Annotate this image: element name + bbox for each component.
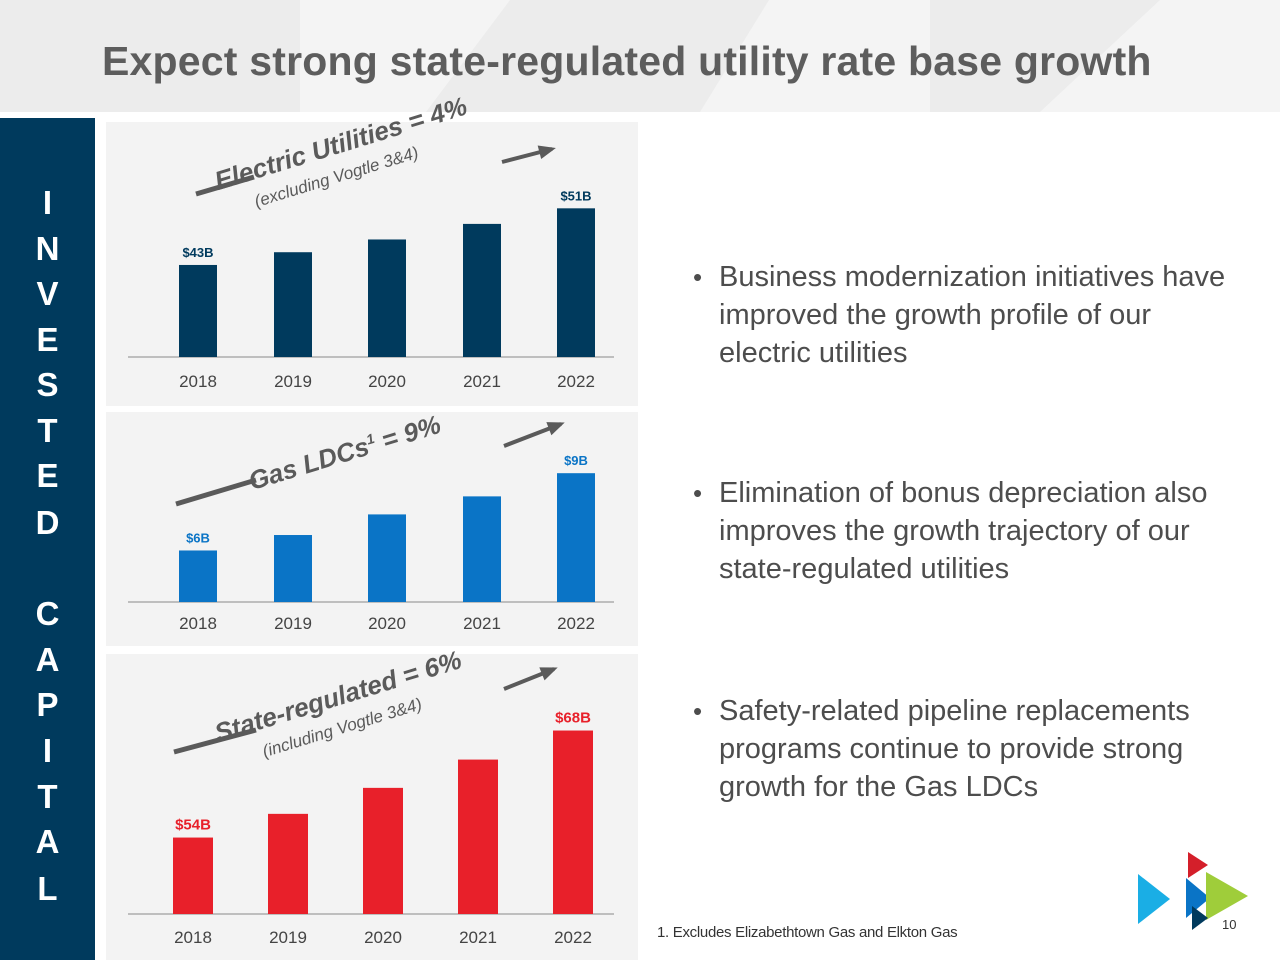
x-tick-label: 2019 (274, 614, 312, 633)
bar-2020 (368, 239, 406, 357)
data-label: $43B (182, 245, 213, 260)
sidebar-letter: A (35, 641, 60, 678)
bar-2020 (368, 514, 406, 602)
data-label: $51B (560, 188, 591, 203)
sidebar-letter: E (36, 321, 59, 358)
trend-line (175, 477, 257, 507)
bullet-text: Safety-related pipeline replacements pro… (719, 695, 1190, 803)
sidebar-letter: T (37, 778, 58, 815)
bar-2019 (274, 252, 312, 357)
sidebar-letter: V (36, 275, 59, 312)
bar-2022 (557, 473, 595, 602)
state-regulated-chart: 2018 $54B 2019 2020 2021 2022 $68B State-regul… (106, 644, 638, 960)
sidebar-letter: T (37, 412, 58, 449)
bar-2018 (173, 837, 213, 914)
x-tick-label: 2020 (368, 614, 406, 633)
x-tick-label: 2018 (179, 372, 217, 391)
bar-2022 (553, 730, 593, 914)
x-tick-label: 2021 (459, 928, 497, 947)
bar-2021 (463, 496, 501, 602)
x-tick-label: 2021 (463, 372, 501, 391)
bar-2019 (268, 813, 308, 914)
x-tick-label: 2018 (179, 614, 217, 633)
x-tick-label: 2019 (269, 928, 307, 947)
sidebar-letter: L (37, 870, 58, 907)
bar-2018 (179, 264, 217, 357)
bar-2022 (557, 208, 595, 357)
trend-arrowhead (546, 422, 565, 436)
page-title: Expect strong state-regulated utility ra… (102, 38, 1152, 84)
electric-chart-svg: 2018 $43B 2019 2020 2021 2022 $51B (128, 145, 614, 391)
trend-line (195, 174, 255, 197)
sidebar-letter: I (42, 732, 53, 769)
bar-2021 (463, 223, 501, 357)
sidebar-letter: A (35, 823, 60, 860)
triangles-logo-icon (1138, 852, 1248, 930)
trend-arrowhead (539, 667, 558, 681)
sidebar-letter: I (42, 184, 53, 221)
bullet-dot: • (693, 262, 703, 292)
gas-ldcs-chart: 2018 $6B 2019 2020 2021 2022 $9B Gas LDCs1 = 9… (106, 409, 638, 646)
bullet-2: • Elimination of bonus depreciation also… (693, 474, 1239, 588)
bullet-dot: • (693, 478, 703, 508)
bar-2020 (363, 787, 403, 914)
bullet-3: • Safety-related pipeline replacements p… (693, 692, 1239, 806)
bullet-text: Business modernization initiatives have … (719, 261, 1226, 369)
bullet-text: Elimination of bonus depreciation also i… (719, 477, 1208, 585)
bar-2021 (458, 759, 498, 914)
x-tick-label: 2020 (364, 928, 402, 947)
sidebar-letter: C (35, 595, 60, 632)
electric-utilities-chart: 2018 $43B 2019 2020 2021 2022 $51B Electric Ut… (106, 91, 638, 406)
data-label: $9B (564, 453, 588, 468)
page-number: 10 (1222, 917, 1237, 932)
bar-2019 (274, 535, 312, 602)
sidebar-letter: D (35, 504, 60, 541)
x-tick-label: 2019 (274, 372, 312, 391)
x-tick-label: 2021 (463, 614, 501, 633)
footnote: 1. Excludes Elizabethtown Gas and Elkton… (657, 924, 958, 941)
bullet-1: • Business modernization initiatives hav… (693, 258, 1239, 372)
x-tick-label: 2020 (368, 372, 406, 391)
sidebar-letter: S (36, 366, 59, 403)
header-band: Expect strong state-regulated utility ra… (0, 0, 1280, 112)
data-label: $54B (175, 817, 211, 834)
trend-arrowhead (537, 145, 556, 160)
x-tick-label: 2018 (174, 928, 212, 947)
x-tick-label: 2022 (557, 372, 595, 391)
trend-line (173, 727, 257, 755)
bar-2018 (179, 550, 217, 602)
data-label: $68B (555, 710, 591, 727)
bullet-dot: • (693, 696, 703, 726)
sidebar-letter: E (36, 457, 59, 494)
sidebar-letter: N (35, 230, 60, 267)
gas-chart-svg: 2018 $6B 2019 2020 2021 2022 $9B (128, 422, 614, 633)
data-label: $6B (186, 530, 210, 545)
x-tick-label: 2022 (557, 614, 595, 633)
sidebar-letter: P (36, 686, 59, 723)
x-tick-label: 2022 (554, 928, 592, 947)
state-chart-svg: 2018 $54B 2019 2020 2021 2022 $68B (128, 667, 614, 947)
